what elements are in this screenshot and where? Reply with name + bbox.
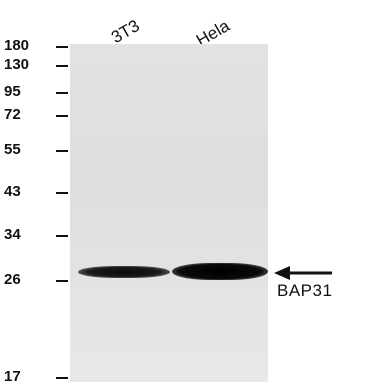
marker-tick xyxy=(56,150,68,152)
marker-180: 180 xyxy=(0,38,70,54)
left-arrow-icon xyxy=(274,266,332,280)
marker-label: 95 xyxy=(4,83,21,100)
marker-label: 26 xyxy=(4,271,21,288)
marker-tick xyxy=(56,115,68,117)
marker-label: 72 xyxy=(4,106,21,123)
marker-26: 26 xyxy=(0,272,70,288)
blot-membrane xyxy=(70,44,268,382)
marker-label: 43 xyxy=(4,183,21,200)
marker-17: 17 xyxy=(0,369,70,385)
marker-tick xyxy=(56,280,68,282)
marker-label: 130 xyxy=(4,56,30,73)
marker-130: 130 xyxy=(0,57,70,73)
target-label-bap31: BAP31 xyxy=(277,281,333,300)
marker-tick xyxy=(56,65,68,67)
marker-43: 43 xyxy=(0,184,70,200)
marker-72: 72 xyxy=(0,107,70,123)
marker-tick xyxy=(56,192,68,194)
marker-tick xyxy=(56,377,68,379)
marker-tick xyxy=(56,92,68,94)
marker-label: 17 xyxy=(4,368,21,385)
marker-34: 34 xyxy=(0,227,70,243)
band-3t3 xyxy=(78,266,170,278)
marker-label: 180 xyxy=(4,37,30,54)
band-hela xyxy=(172,263,268,280)
marker-tick xyxy=(56,235,68,237)
marker-label: 34 xyxy=(4,226,21,243)
marker-95: 95 xyxy=(0,84,70,100)
marker-tick xyxy=(56,46,68,48)
marker-55: 55 xyxy=(0,142,70,158)
marker-label: 55 xyxy=(4,141,21,158)
